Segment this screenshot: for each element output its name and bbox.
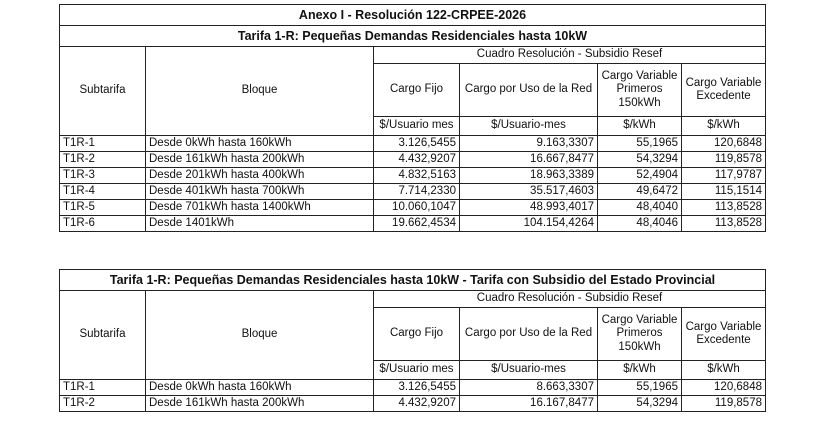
- table-row: T1R-6 Desde 1401kWh 19.662,4534 104.154,…: [59, 215, 766, 232]
- header-line: Primeros: [616, 327, 663, 340]
- cell-bloque: Desde 0kWh hasta 160kWh: [145, 135, 374, 152]
- annex-title: Anexo I - Resolución 122-CRPEE-2026: [59, 4, 766, 26]
- cell-cargo-variable-1: 48,4046: [597, 215, 682, 232]
- cell-cargo-variable-1: 54,3294: [597, 151, 682, 168]
- cell-cargo-red: 9.163,3307: [459, 135, 598, 152]
- unit-cell: $/Usuario-mes: [459, 360, 598, 380]
- table-title: Tarifa 1-R: Pequeñas Demandas Residencia…: [59, 25, 766, 47]
- cell-bloque: Desde 161kWh hasta 200kWh: [145, 395, 374, 412]
- cell-cargo-variable-1: 55,1965: [597, 135, 682, 152]
- table-row: T1R-2 Desde 161kWh hasta 200kWh 4.432,92…: [59, 395, 766, 412]
- table-row: T1R-1 Desde 0kWh hasta 160kWh 3.126,5455…: [59, 135, 766, 152]
- cell-cargo-red: 8.663,3307: [459, 379, 598, 396]
- tariff-table-resef: Anexo I - Resolución 122-CRPEE-2026 Tari…: [59, 4, 766, 232]
- cell-subtarifa: T1R-5: [59, 199, 146, 216]
- cell-cargo-variable-1: 55,1965: [597, 379, 682, 396]
- table-row: T1R-5 Desde 701kWh hasta 1400kWh 10.060,…: [59, 199, 766, 216]
- cell-cargo-red: 16.167,8477: [459, 395, 598, 412]
- cell-cargo-variable-2: 113,8528: [681, 215, 766, 232]
- cell-bloque: Desde 161kWh hasta 200kWh: [145, 151, 374, 168]
- cell-cargo-red: 18.963,3389: [459, 167, 598, 184]
- col-header-cargo-variable-primeros: Cargo Variable Primeros 150kWh: [597, 307, 682, 361]
- cell-cargo-variable-2: 119,8578: [681, 395, 766, 412]
- header-line: Cargo Variable: [685, 320, 762, 333]
- col-header-bloque: Bloque: [145, 46, 374, 136]
- header-line: 150kWh: [618, 340, 661, 353]
- cell-cargo-fijo: 7.714,2330: [373, 183, 460, 200]
- header-line: Primeros: [616, 83, 663, 96]
- header-line: Excedente: [696, 90, 751, 102]
- col-header-cargo-variable-primeros: Cargo Variable Primeros 150kWh: [597, 63, 682, 117]
- cell-cargo-variable-2: 119,8578: [681, 151, 766, 168]
- cell-bloque: Desde 201kWh hasta 400kWh: [145, 167, 374, 184]
- cell-cargo-fijo: 4.832,5163: [373, 167, 460, 184]
- col-header-cargo-fijo: Cargo Fijo: [373, 63, 460, 117]
- col-header-cargo-variable-excedente: Cargo Variable Excedente: [681, 63, 766, 117]
- cell-cargo-variable-1: 49,6472: [597, 183, 682, 200]
- header-line: Cargo Variable: [601, 70, 678, 83]
- cell-cargo-variable-2: 115,1514: [681, 183, 766, 200]
- cell-bloque: Desde 401kWh hasta 700kWh: [145, 183, 374, 200]
- cell-subtarifa: T1R-4: [59, 183, 146, 200]
- table-row: T1R-3 Desde 201kWh hasta 400kWh 4.832,51…: [59, 167, 766, 184]
- cell-subtarifa: T1R-1: [59, 135, 146, 152]
- unit-cell: $/kWh: [681, 360, 766, 380]
- cell-cargo-fijo: 19.662,4534: [373, 215, 460, 232]
- cell-cargo-fijo: 4.432,9207: [373, 395, 460, 412]
- cell-cargo-red: 16.667,8477: [459, 151, 598, 168]
- table-row: T1R-4 Desde 401kWh hasta 700kWh 7.714,23…: [59, 183, 766, 200]
- col-header-cargo-fijo: Cargo Fijo: [373, 307, 460, 361]
- cell-cargo-fijo: 3.126,5455: [373, 379, 460, 396]
- header-line: 150kWh: [618, 96, 661, 109]
- cell-subtarifa: T1R-3: [59, 167, 146, 184]
- header-line: Cargo Variable: [601, 314, 678, 327]
- unit-cell: $/Usuario mes: [373, 116, 460, 136]
- cell-subtarifa: T1R-2: [59, 151, 146, 168]
- cell-bloque: Desde 0kWh hasta 160kWh: [145, 379, 374, 396]
- cell-cargo-variable-1: 48,4040: [597, 199, 682, 216]
- cell-cargo-variable-2: 120,6848: [681, 135, 766, 152]
- cell-subtarifa: T1R-1: [59, 379, 146, 396]
- table-title: Tarifa 1-R: Pequeñas Demandas Residencia…: [59, 269, 766, 291]
- cell-subtarifa: T1R-2: [59, 395, 146, 412]
- col-header-cargo-variable-excedente: Cargo Variable Excedente: [681, 307, 766, 361]
- col-header-bloque: Bloque: [145, 290, 374, 380]
- unit-cell: $/kWh: [597, 360, 682, 380]
- subheader-cuadro: Cuadro Resolución - Subsidio Resef: [373, 46, 766, 64]
- cell-cargo-red: 48.993,4017: [459, 199, 598, 216]
- cell-cargo-fijo: 4.432,9207: [373, 151, 460, 168]
- cell-cargo-variable-1: 54,3294: [597, 395, 682, 412]
- unit-cell: $/kWh: [681, 116, 766, 136]
- cell-cargo-variable-2: 120,6848: [681, 379, 766, 396]
- cell-subtarifa: T1R-6: [59, 215, 146, 232]
- cell-cargo-variable-2: 113,8528: [681, 199, 766, 216]
- col-header-subtarifa: Subtarifa: [59, 290, 146, 380]
- cell-cargo-fijo: 10.060,1047: [373, 199, 460, 216]
- table-row: T1R-1 Desde 0kWh hasta 160kWh 3.126,5455…: [59, 379, 766, 396]
- cell-cargo-fijo: 3.126,5455: [373, 135, 460, 152]
- col-header-subtarifa: Subtarifa: [59, 46, 146, 136]
- table-row: T1R-2 Desde 161kWh hasta 200kWh 4.432,92…: [59, 151, 766, 168]
- cell-bloque: Desde 701kWh hasta 1400kWh: [145, 199, 374, 216]
- cell-cargo-variable-2: 117,9787: [681, 167, 766, 184]
- subheader-cuadro: Cuadro Resolución - Subsidio Resef: [373, 290, 766, 308]
- header-line: Cargo Variable: [685, 76, 762, 89]
- col-header-cargo-red: Cargo por Uso de la Red: [459, 63, 598, 117]
- header-line: Excedente: [696, 334, 751, 346]
- cell-bloque: Desde 1401kWh: [145, 215, 374, 232]
- cell-cargo-red: 35.517,4603: [459, 183, 598, 200]
- cell-cargo-red: 104.154,4264: [459, 215, 598, 232]
- unit-cell: $/kWh: [597, 116, 682, 136]
- tariff-table-subsidio-provincial: Tarifa 1-R: Pequeñas Demandas Residencia…: [59, 269, 766, 412]
- unit-cell: $/Usuario mes: [373, 360, 460, 380]
- cell-cargo-variable-1: 52,4904: [597, 167, 682, 184]
- unit-cell: $/Usuario-mes: [459, 116, 598, 136]
- col-header-cargo-red: Cargo por Uso de la Red: [459, 307, 598, 361]
